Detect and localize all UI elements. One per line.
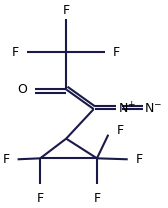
Text: −: − <box>153 100 161 109</box>
Text: F: F <box>116 124 123 137</box>
Text: F: F <box>12 46 19 58</box>
Text: O: O <box>17 83 27 96</box>
Text: F: F <box>2 153 9 166</box>
Text: N: N <box>144 102 154 115</box>
Text: F: F <box>113 46 120 58</box>
Text: F: F <box>136 153 143 166</box>
Text: N: N <box>118 102 128 115</box>
Text: F: F <box>37 192 44 205</box>
Text: F: F <box>63 4 70 17</box>
Text: +: + <box>127 100 135 109</box>
Text: F: F <box>93 192 100 205</box>
